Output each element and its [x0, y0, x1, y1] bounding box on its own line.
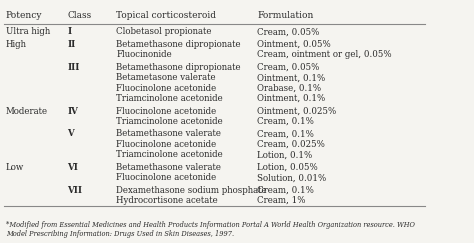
- Text: Class: Class: [67, 11, 91, 20]
- Text: Ointment, 0.025%: Ointment, 0.025%: [257, 106, 336, 115]
- Text: Cream, 0.025%: Cream, 0.025%: [257, 140, 325, 149]
- Text: VII: VII: [67, 186, 82, 195]
- Text: High: High: [6, 40, 27, 49]
- Text: Topical corticosteroid: Topical corticosteroid: [117, 11, 217, 20]
- Text: Cream, 1%: Cream, 1%: [257, 196, 306, 205]
- Text: Formulation: Formulation: [257, 11, 313, 20]
- Text: Clobetasol propionate: Clobetasol propionate: [117, 27, 212, 36]
- Text: Lotion, 0.1%: Lotion, 0.1%: [257, 150, 312, 159]
- Text: Hydrocortisone acetate: Hydrocortisone acetate: [117, 196, 218, 205]
- Text: Fluocinonide: Fluocinonide: [117, 50, 172, 59]
- Text: Ultra high: Ultra high: [6, 27, 50, 36]
- Text: Triamcinolone acetonide: Triamcinolone acetonide: [117, 150, 223, 159]
- Text: Cream, 0.1%: Cream, 0.1%: [257, 117, 314, 126]
- Text: Triamcinolone acetonide: Triamcinolone acetonide: [117, 117, 223, 126]
- Text: Orabase, 0.1%: Orabase, 0.1%: [257, 84, 321, 93]
- Text: Betamethasone dipropionate: Betamethasone dipropionate: [117, 40, 241, 49]
- Text: Potency: Potency: [6, 11, 42, 20]
- Text: Cream, ointment or gel, 0.05%: Cream, ointment or gel, 0.05%: [257, 50, 392, 59]
- Text: Lotion, 0.05%: Lotion, 0.05%: [257, 163, 318, 172]
- Text: Ointment, 0.1%: Ointment, 0.1%: [257, 73, 325, 82]
- Text: Fluocinolone acetonide: Fluocinolone acetonide: [117, 173, 217, 182]
- Text: Moderate: Moderate: [6, 106, 48, 115]
- Text: Solution, 0.01%: Solution, 0.01%: [257, 173, 326, 182]
- Text: I: I: [67, 27, 72, 36]
- Text: Ointment, 0.05%: Ointment, 0.05%: [257, 40, 331, 49]
- Text: IV: IV: [67, 106, 78, 115]
- Text: V: V: [67, 130, 74, 139]
- Text: III: III: [67, 63, 80, 72]
- Text: Fluocinolone acetonide: Fluocinolone acetonide: [117, 106, 217, 115]
- Text: Low: Low: [6, 163, 24, 172]
- Text: Cream, 0.1%: Cream, 0.1%: [257, 130, 314, 139]
- Text: Cream, 0.05%: Cream, 0.05%: [257, 27, 319, 36]
- Text: Fluocinolone acetonide: Fluocinolone acetonide: [117, 84, 217, 93]
- Text: II: II: [67, 40, 76, 49]
- Text: Triamcinolone acetonide: Triamcinolone acetonide: [117, 94, 223, 103]
- Text: Betamethasone dipropionate: Betamethasone dipropionate: [117, 63, 241, 72]
- Text: Betamethasone valerate: Betamethasone valerate: [117, 163, 221, 172]
- Text: Fluocinolone acetonide: Fluocinolone acetonide: [117, 140, 217, 149]
- Text: Cream, 0.1%: Cream, 0.1%: [257, 186, 314, 195]
- Text: Betametasone valerate: Betametasone valerate: [117, 73, 216, 82]
- Text: *Modified from Essential Medicines and Health Products Information Portal A Worl: *Modified from Essential Medicines and H…: [6, 221, 415, 238]
- Text: Betamethasone valerate: Betamethasone valerate: [117, 130, 221, 139]
- Text: VI: VI: [67, 163, 78, 172]
- Text: Ointment, 0.1%: Ointment, 0.1%: [257, 94, 325, 103]
- Text: Cream, 0.05%: Cream, 0.05%: [257, 63, 319, 72]
- Text: Dexamethasone sodium phosphate: Dexamethasone sodium phosphate: [117, 186, 267, 195]
